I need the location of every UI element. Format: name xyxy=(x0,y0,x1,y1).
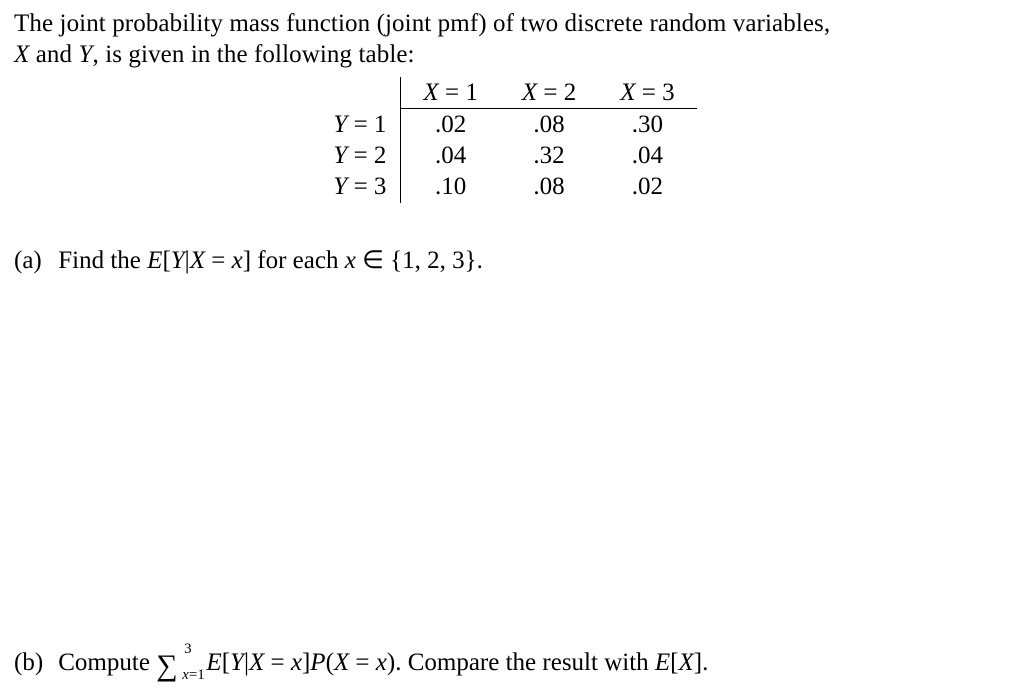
part-a-expr: E xyxy=(147,247,162,274)
intro-line2b: , is given in the following table: xyxy=(93,41,415,68)
part-b-tag: (b) xyxy=(14,647,52,678)
cell: .08 xyxy=(500,108,598,140)
part-a-mid: for each xyxy=(251,247,345,274)
table-row: Y = 3 .10 .08 .02 xyxy=(327,171,696,202)
cell: .30 xyxy=(598,108,696,140)
part-b-post: . Compare the result with xyxy=(395,649,655,676)
table-header: X = X = 11 X = 2 X = 3 xyxy=(327,77,696,109)
part-a: (a) Find the E[Y|X = x] for each x ∈ {1,… xyxy=(14,245,1010,276)
cell: .08 xyxy=(500,171,598,202)
cell: .02 xyxy=(401,108,500,140)
row-y3-label: Y = 3 xyxy=(327,171,401,202)
var-Y: Y xyxy=(78,41,92,68)
summation-icon: ∑ 3 x=1 xyxy=(156,644,200,680)
sum-lower: x=1 xyxy=(182,666,205,685)
problem-intro: The joint probability mass function (joi… xyxy=(14,8,1010,71)
cell: .04 xyxy=(598,140,696,171)
part-a-pre: Find the xyxy=(58,247,147,274)
row-y1-label: Y = 1 xyxy=(327,108,401,140)
col-x3: X = 3 xyxy=(598,77,696,109)
blank-corner xyxy=(327,77,401,109)
part-b-end: . xyxy=(702,649,708,676)
part-a-set: ∈ {1, 2, 3}. xyxy=(356,247,483,274)
intro-and: and xyxy=(29,41,78,68)
var-X: X xyxy=(14,41,29,68)
table-row: Y = 2 .04 .32 .04 xyxy=(327,140,696,171)
table-row: Y = 1 .02 .08 .30 xyxy=(327,108,696,140)
pmf-table-wrap: X = X = 11 X = 2 X = 3 Y = 1 .02 .08 .30… xyxy=(14,77,1010,203)
col-x2: X = 2 xyxy=(500,77,598,109)
pmf-table: X = X = 11 X = 2 X = 3 Y = 1 .02 .08 .30… xyxy=(327,77,696,203)
sum-upper: 3 xyxy=(184,640,192,659)
cell: .04 xyxy=(401,140,500,171)
cell: .02 xyxy=(598,171,696,202)
row-y2-label: Y = 2 xyxy=(327,140,401,171)
sigma-icon: ∑ xyxy=(156,651,177,681)
part-a-tag: (a) xyxy=(14,245,52,276)
intro-line1: The joint probability mass function (joi… xyxy=(14,10,830,37)
cell: .10 xyxy=(401,171,500,202)
cell: .32 xyxy=(500,140,598,171)
col-x1: X = X = 11 xyxy=(401,77,500,109)
part-b-pre: Compute xyxy=(58,649,156,676)
part-a-x: x xyxy=(345,247,356,274)
part-b: (b) Compute ∑ 3 x=1 E[Y|X = x]P(X = x). … xyxy=(14,644,708,680)
